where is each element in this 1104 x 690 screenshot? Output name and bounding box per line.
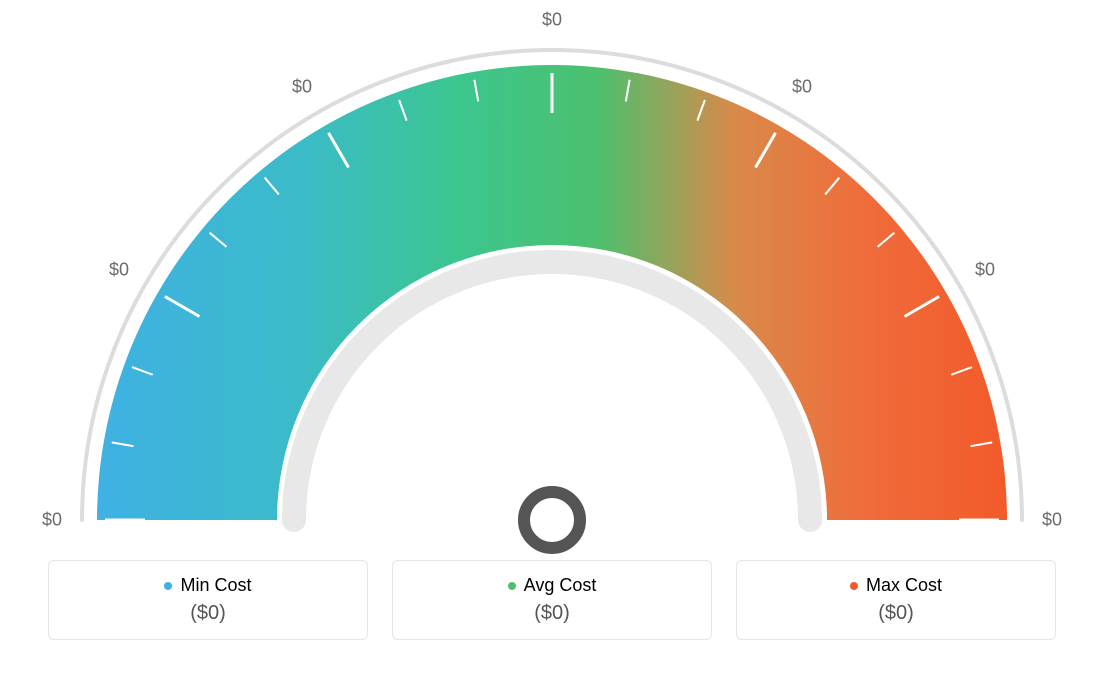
- legend-row: Min Cost ($0) Avg Cost ($0) Max Cost ($0…: [8, 560, 1096, 640]
- legend-dot-max: [850, 582, 858, 590]
- legend-value-max: ($0): [737, 602, 1055, 625]
- legend-dot-avg: [508, 582, 516, 590]
- gauge-tick-label: $0: [42, 510, 62, 531]
- legend-card-avg: Avg Cost ($0): [392, 560, 712, 640]
- legend-label-max: Max Cost: [866, 575, 942, 596]
- gauge-tick-label: $0: [542, 10, 562, 31]
- legend-card-max: Max Cost ($0): [736, 560, 1056, 640]
- gauge-tick-label: $0: [975, 260, 995, 281]
- gauge-tick-label: $0: [1042, 510, 1062, 531]
- legend-card-min: Min Cost ($0): [48, 560, 368, 640]
- gauge-tick-label: $0: [109, 260, 129, 281]
- gauge-svg: [0, 0, 1104, 560]
- legend-value-avg: ($0): [393, 602, 711, 625]
- gauge-tick-label: $0: [292, 76, 312, 97]
- legend-dot-min: [164, 582, 172, 590]
- legend-label-avg: Avg Cost: [524, 575, 597, 596]
- gauge-chart: $0 $0 $0 $0 $0 $0 $0: [0, 0, 1104, 560]
- legend-value-min: ($0): [49, 602, 367, 625]
- gauge-tick-label: $0: [792, 76, 812, 97]
- legend-label-min: Min Cost: [180, 575, 251, 596]
